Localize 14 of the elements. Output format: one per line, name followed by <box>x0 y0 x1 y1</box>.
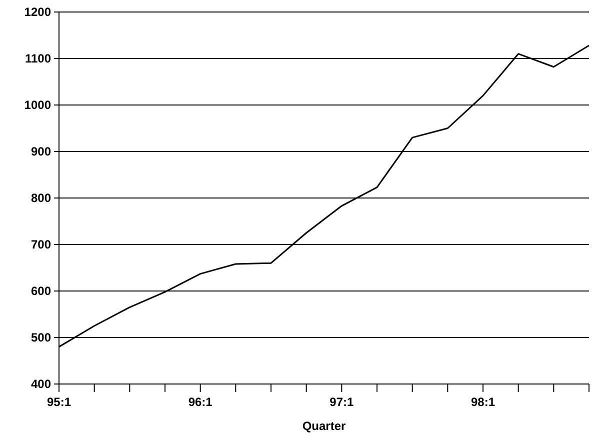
y-tick-label: 400 <box>30 377 52 392</box>
x-tick-label: 96:1 <box>188 395 213 409</box>
y-tick-label: 1100 <box>24 52 52 66</box>
x-tick-label: 98:1 <box>470 395 496 409</box>
y-tick-label: 800 <box>30 191 52 206</box>
y-tick-label: 1200 <box>24 5 52 20</box>
y-tick-label: 700 <box>30 238 52 252</box>
x-axis-title: Quarter <box>302 419 346 433</box>
y-tick-label: 900 <box>30 144 52 159</box>
y-tick-label: 600 <box>30 284 52 298</box>
y-tick-label: 500 <box>30 330 52 345</box>
x-tick-label: 97:1 <box>330 395 354 409</box>
x-tick-label: 95:1 <box>46 395 72 409</box>
y-tick-label: 1000 <box>24 98 52 112</box>
